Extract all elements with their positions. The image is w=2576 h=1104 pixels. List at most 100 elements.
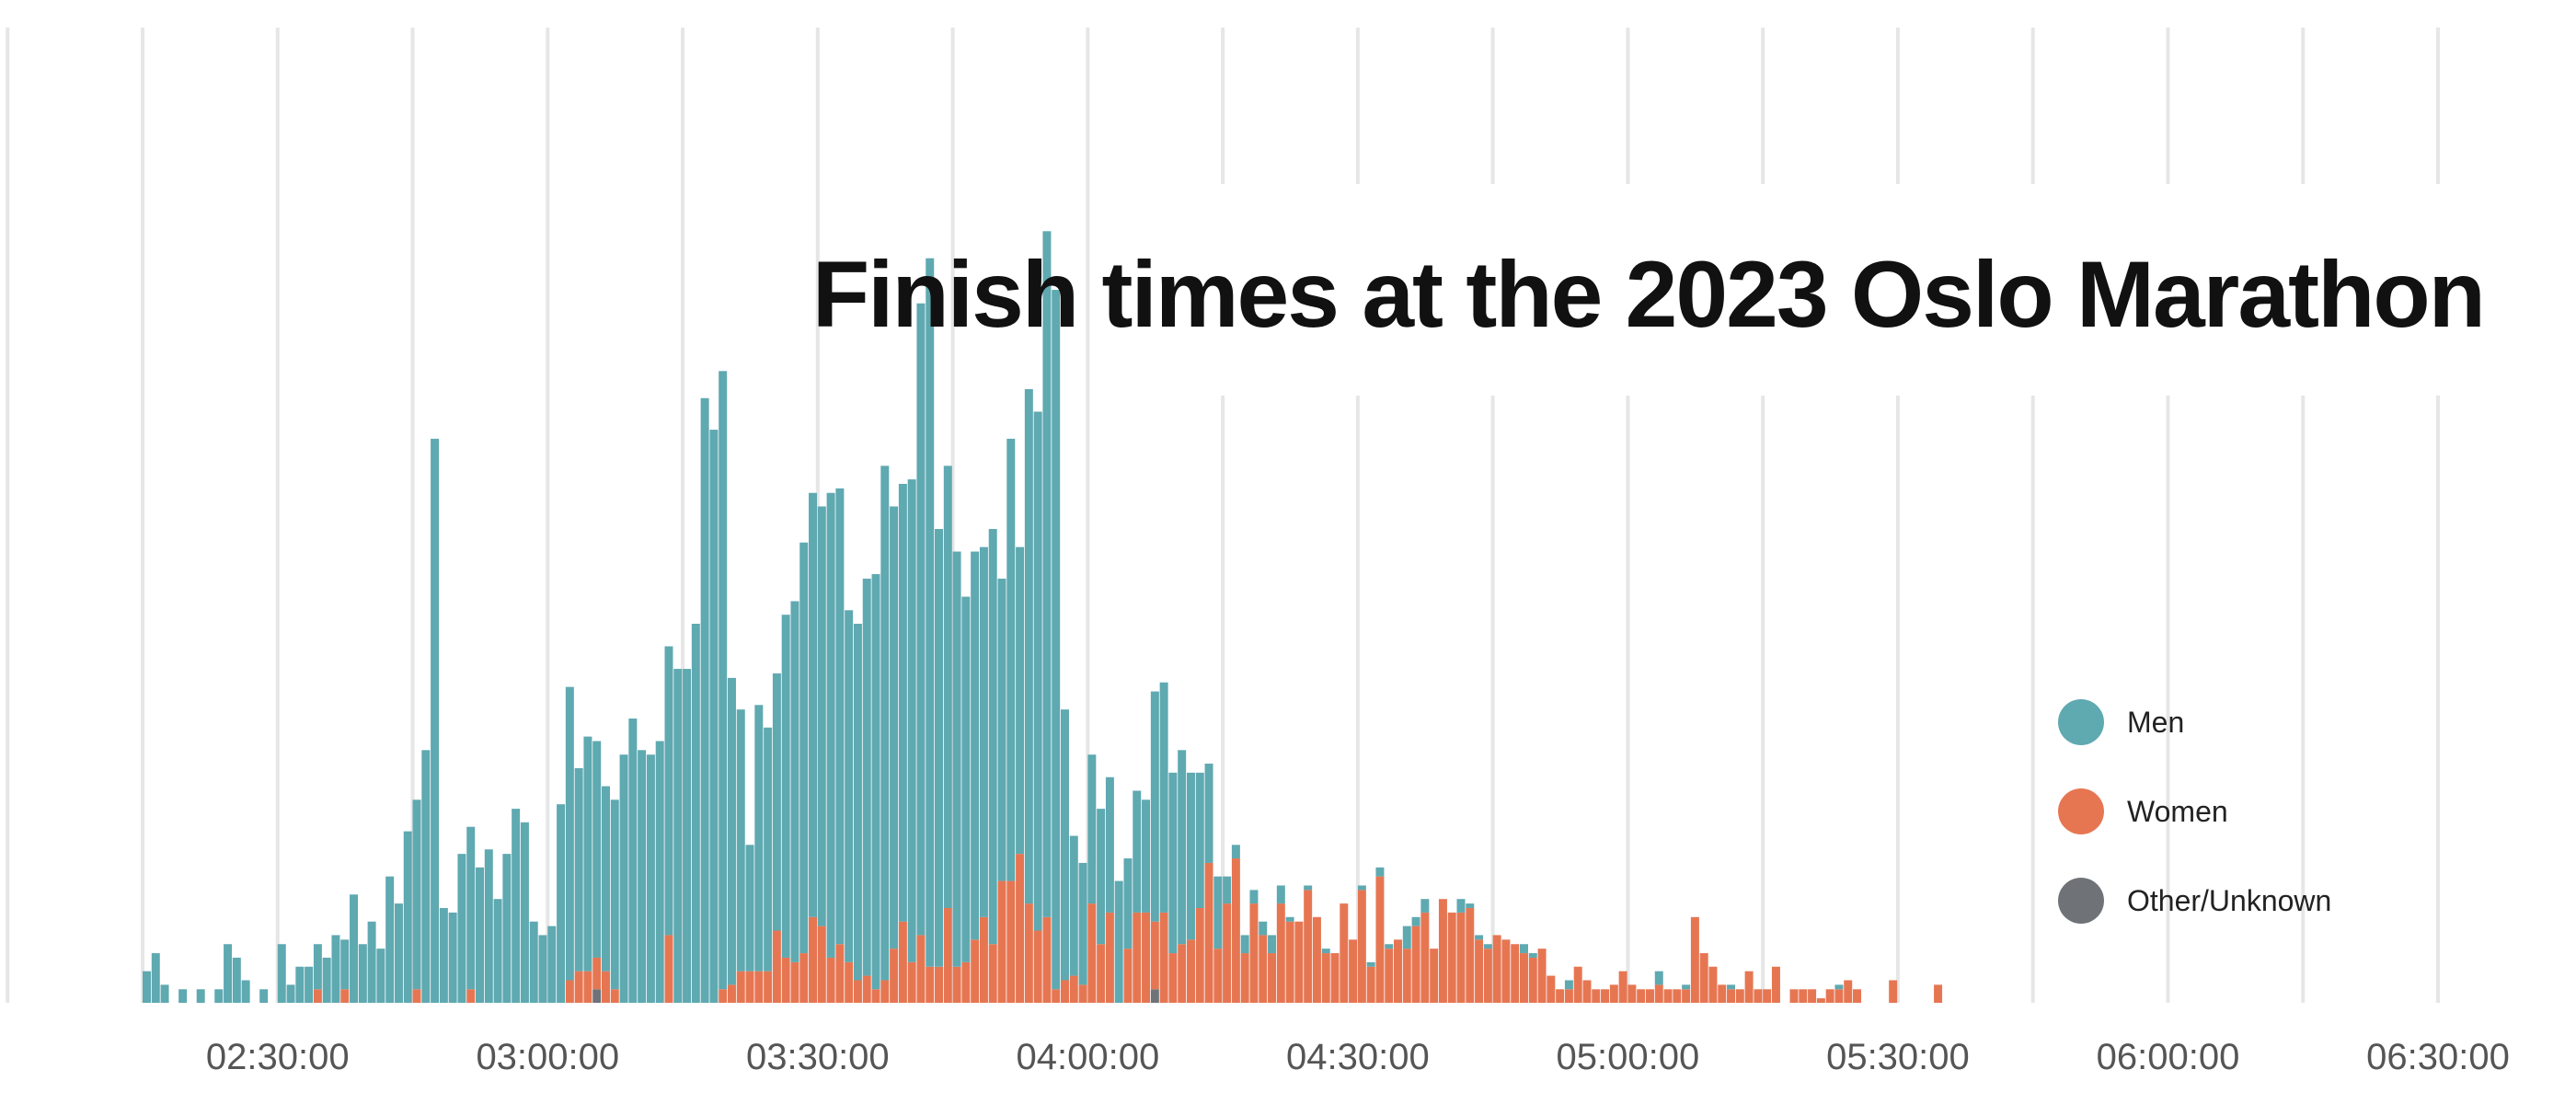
bar-women: [1168, 953, 1178, 1003]
bar-men: [1069, 835, 1078, 976]
bar-women: [845, 961, 854, 1003]
bar-women: [1456, 912, 1466, 1003]
bar-men: [412, 799, 421, 990]
bar-men: [592, 741, 602, 958]
bar-women: [1520, 953, 1528, 1003]
bar-women: [997, 880, 1006, 1003]
bar-women: [1735, 989, 1744, 1003]
bar-women: [1213, 949, 1223, 1003]
bar-men: [1475, 935, 1484, 940]
bar-men: [224, 944, 233, 1003]
bar-women: [727, 984, 736, 1003]
bar-women: [610, 989, 619, 1003]
bar-women: [1349, 939, 1358, 1003]
bar-men: [376, 949, 385, 1003]
bar-men: [754, 705, 764, 972]
bar-men: [826, 492, 835, 958]
bar-men: [1564, 980, 1573, 990]
bar-women: [1385, 949, 1394, 1003]
bar-men: [664, 646, 673, 936]
bar-women: [719, 989, 728, 1003]
bar-men: [871, 574, 880, 990]
bar-women: [1501, 939, 1511, 1003]
bar-women: [1186, 939, 1195, 1003]
bar-men: [1123, 858, 1133, 949]
bar-women: [1609, 984, 1618, 1003]
x-tick-label: 03:30:00: [746, 1037, 890, 1077]
bar-women: [592, 957, 602, 990]
bar-women: [1402, 949, 1411, 1003]
bar-men: [799, 542, 809, 954]
bar-men: [431, 438, 440, 1003]
bar-women: [1276, 903, 1285, 1003]
bar-men: [340, 939, 350, 990]
bar-women: [1789, 989, 1799, 1003]
bar-women: [1816, 998, 1825, 1003]
bar-men: [1231, 845, 1240, 859]
bar-men: [1052, 290, 1061, 990]
bar-women: [574, 971, 583, 1003]
bar-women: [817, 926, 826, 1003]
bar-men: [1466, 903, 1475, 908]
bar-women: [1754, 989, 1763, 1003]
bar-men: [277, 944, 286, 1003]
bar-men: [403, 831, 412, 1003]
bar-men: [196, 989, 205, 1003]
bar-men: [160, 984, 169, 1003]
bar-women: [602, 971, 610, 1003]
bar-men: [1420, 899, 1430, 913]
bar-women: [754, 971, 764, 1003]
bar-women: [1618, 971, 1627, 1003]
bar-men: [646, 754, 655, 1003]
bar-men: [1268, 935, 1277, 954]
bar-women: [1771, 966, 1780, 1003]
bar-women: [466, 989, 476, 1003]
bar-women: [1312, 916, 1321, 1003]
bar-women: [1601, 989, 1610, 1003]
x-tick-label: 03:00:00: [476, 1037, 619, 1077]
bar-women: [1321, 953, 1330, 1003]
bar-women: [1511, 944, 1520, 1003]
bar-men: [583, 736, 592, 972]
bar-men: [638, 750, 647, 1003]
bar-men: [673, 669, 683, 1003]
bar-women: [1204, 862, 1213, 1003]
bar-men: [367, 921, 376, 1003]
bar-men: [764, 727, 773, 972]
bar-women: [1825, 989, 1834, 1003]
bar-women: [1690, 916, 1699, 1003]
bar-men: [1142, 799, 1151, 913]
bar-men: [565, 686, 574, 981]
bar-women: [736, 971, 745, 1003]
bar-men: [628, 719, 638, 1003]
bar-men: [1682, 984, 1691, 990]
bar-women: [979, 916, 988, 1003]
x-tick-label: 04:30:00: [1286, 1037, 1430, 1077]
bar-men: [448, 912, 457, 1003]
bar-women: [412, 989, 421, 1003]
bar-women: [1340, 903, 1349, 1003]
bar-women: [1195, 908, 1204, 1003]
bar-women: [1259, 935, 1268, 1003]
bar-men: [979, 546, 988, 917]
bar-women: [1592, 989, 1601, 1003]
bar-men: [358, 944, 367, 1003]
bar-men: [502, 854, 512, 1003]
bar-women: [809, 916, 818, 1003]
bar-men: [214, 989, 224, 1003]
bar-men: [1033, 411, 1042, 931]
bar-men: [736, 709, 745, 972]
x-tick-label: 05:00:00: [1557, 1037, 1700, 1077]
bar-men: [835, 488, 845, 945]
bar-women: [790, 961, 799, 1003]
bar-women: [1087, 903, 1097, 1003]
bar-women: [1268, 953, 1277, 1003]
bar-men: [1133, 790, 1142, 913]
bar-men: [1528, 953, 1537, 958]
bar-men: [1285, 916, 1294, 922]
bar-women: [1744, 971, 1754, 1003]
bar-women: [1699, 953, 1708, 1003]
bar-women: [1394, 939, 1402, 1003]
bar-men: [1520, 944, 1528, 954]
